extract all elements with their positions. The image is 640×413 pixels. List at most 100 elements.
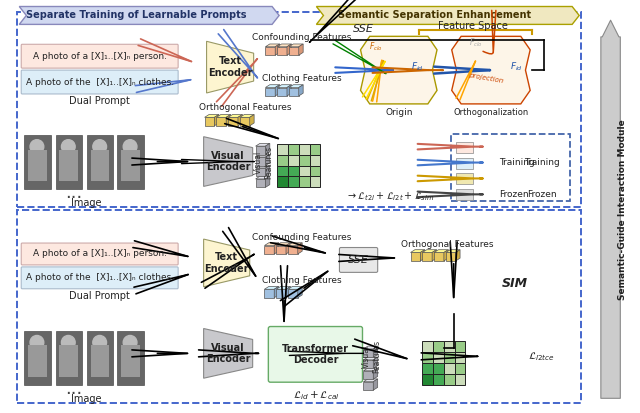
Bar: [266, 47, 275, 55]
Text: projection: projection: [468, 72, 504, 84]
Polygon shape: [456, 250, 460, 261]
Polygon shape: [207, 41, 253, 93]
Text: Visual
Encoder: Visual Encoder: [206, 342, 250, 364]
Bar: [56, 135, 82, 190]
Bar: [433, 352, 444, 363]
Text: A photo of a [X]₁..[X]ₙ person.: A photo of a [X]₁..[X]ₙ person.: [33, 249, 166, 259]
Bar: [56, 330, 82, 385]
Bar: [277, 144, 288, 154]
Text: Confounding Features: Confounding Features: [252, 33, 351, 42]
Polygon shape: [276, 243, 291, 246]
Circle shape: [30, 140, 44, 154]
Polygon shape: [422, 250, 436, 252]
Bar: [288, 144, 299, 154]
FancyBboxPatch shape: [21, 267, 178, 289]
Text: $F_{clo}$: $F_{clo}$: [369, 40, 383, 52]
Text: ...: ...: [65, 184, 83, 202]
Text: Training: Training: [524, 158, 560, 167]
Bar: [364, 360, 373, 368]
Bar: [299, 144, 310, 154]
Polygon shape: [288, 287, 302, 289]
FancyBboxPatch shape: [21, 243, 178, 265]
Bar: [422, 363, 433, 374]
Polygon shape: [444, 250, 448, 261]
Text: SSE: SSE: [353, 24, 374, 34]
Bar: [255, 179, 266, 188]
Polygon shape: [276, 287, 291, 289]
Bar: [456, 158, 474, 169]
Bar: [276, 289, 286, 298]
Polygon shape: [288, 243, 302, 246]
Polygon shape: [204, 239, 250, 287]
Polygon shape: [360, 36, 437, 104]
Bar: [299, 176, 310, 188]
Bar: [277, 154, 288, 166]
Bar: [454, 363, 465, 374]
Text: Transformer
Decoder: Transformer Decoder: [282, 344, 349, 365]
Bar: [288, 246, 298, 254]
Text: SSE: SSE: [348, 255, 369, 265]
Bar: [444, 363, 454, 374]
Polygon shape: [446, 250, 460, 252]
Bar: [240, 117, 250, 126]
Polygon shape: [205, 114, 219, 117]
Polygon shape: [364, 357, 378, 360]
Bar: [422, 352, 433, 363]
Bar: [28, 345, 47, 377]
Polygon shape: [266, 165, 270, 176]
Bar: [117, 135, 144, 190]
Bar: [288, 289, 298, 298]
Text: $F_{clo}$: $F_{clo}$: [469, 36, 483, 49]
Bar: [364, 349, 373, 357]
Text: Orthogonal Features: Orthogonal Features: [198, 103, 291, 112]
Text: $\rightarrow\mathcal{L}_{t2l} + \mathcal{L}_{l2t} + \mathcal{L}_{sim}$: $\rightarrow\mathcal{L}_{t2l} + \mathcal…: [346, 190, 434, 203]
Text: Training: Training: [499, 158, 534, 167]
Text: SIM: SIM: [501, 277, 527, 290]
Polygon shape: [373, 346, 378, 357]
Bar: [277, 88, 287, 96]
Bar: [277, 166, 288, 176]
Text: Frozen: Frozen: [499, 190, 529, 199]
Bar: [91, 345, 109, 377]
Text: Separate Training of Learnable Prompts: Separate Training of Learnable Prompts: [26, 10, 246, 21]
Polygon shape: [266, 44, 280, 47]
Polygon shape: [298, 243, 302, 254]
Bar: [454, 374, 465, 385]
Bar: [255, 157, 266, 166]
Bar: [255, 146, 266, 154]
Polygon shape: [420, 250, 425, 261]
Bar: [422, 342, 433, 352]
Bar: [264, 289, 274, 298]
Bar: [266, 88, 275, 96]
Polygon shape: [299, 44, 303, 55]
Bar: [422, 252, 432, 261]
Polygon shape: [240, 114, 254, 117]
Text: Origin: Origin: [385, 108, 413, 117]
Bar: [451, 134, 570, 201]
Text: Text
Encoder: Text Encoder: [204, 252, 248, 274]
Text: Text
Encoder: Text Encoder: [208, 56, 252, 78]
Bar: [299, 154, 310, 166]
Circle shape: [124, 140, 137, 154]
Text: Image: Image: [70, 198, 101, 208]
Text: $\mathcal{L}_{id} + \mathcal{L}_{cal}$: $\mathcal{L}_{id} + \mathcal{L}_{cal}$: [293, 389, 340, 401]
Bar: [364, 371, 373, 379]
Polygon shape: [364, 346, 378, 349]
Polygon shape: [275, 85, 280, 96]
Circle shape: [93, 335, 106, 349]
Bar: [289, 47, 299, 55]
Bar: [433, 363, 444, 374]
Circle shape: [93, 140, 106, 154]
Polygon shape: [287, 44, 291, 55]
Polygon shape: [264, 243, 278, 246]
Text: $F_{id}$: $F_{id}$: [411, 61, 424, 74]
Text: Clothing Features: Clothing Features: [262, 276, 342, 285]
Polygon shape: [373, 357, 378, 368]
Polygon shape: [299, 85, 303, 96]
Polygon shape: [373, 368, 378, 379]
Bar: [117, 330, 144, 385]
Text: Orthogonalization: Orthogonalization: [453, 108, 529, 117]
Bar: [310, 166, 320, 176]
Bar: [288, 154, 299, 166]
Polygon shape: [255, 165, 270, 168]
